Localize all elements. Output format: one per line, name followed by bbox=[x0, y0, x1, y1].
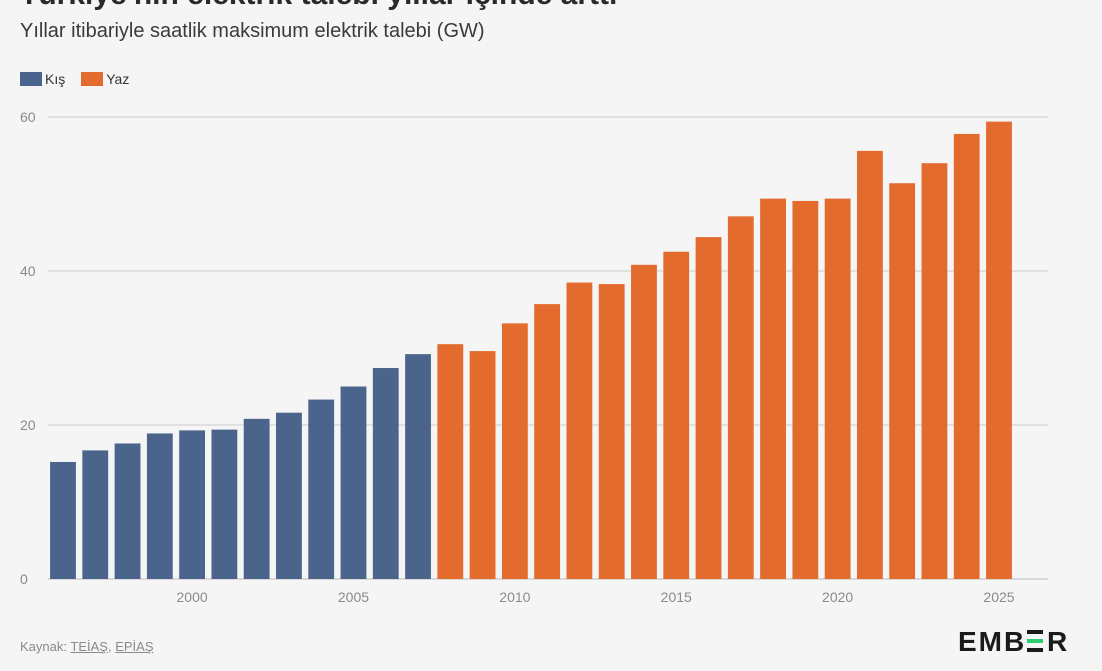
source-link-teias[interactable]: TEİAŞ bbox=[70, 639, 108, 654]
bar-winter-1997 bbox=[82, 450, 109, 579]
bar-summer-2009 bbox=[469, 351, 496, 579]
bar-summer-2020 bbox=[824, 198, 851, 579]
legend-label-summer: Yaz bbox=[106, 71, 130, 87]
bar-summer-2018 bbox=[760, 198, 786, 579]
x-tick-label: 2025 bbox=[983, 589, 1014, 605]
bar-winter-1998 bbox=[114, 443, 141, 579]
bar-summer-2011 bbox=[534, 304, 561, 579]
legend-swatch-winter bbox=[20, 72, 42, 86]
bar-summer-2022 bbox=[889, 183, 916, 579]
bar-summer-2013 bbox=[598, 284, 625, 579]
bar-summer-2015 bbox=[663, 251, 690, 579]
bar-summer-2024 bbox=[953, 133, 980, 579]
bar-winter-2006 bbox=[372, 368, 399, 579]
logo-letter-r: R bbox=[1047, 626, 1067, 657]
y-tick-label: 40 bbox=[20, 263, 36, 279]
legend-item-winter: Kış bbox=[20, 71, 65, 87]
y-tick-label: 60 bbox=[20, 109, 36, 125]
y-tick-label: 20 bbox=[20, 417, 36, 433]
source-separator: , bbox=[107, 639, 112, 654]
bar-summer-2023 bbox=[921, 163, 948, 579]
chart-subtitle: Yıllar itibariyle saatlik maksimum elekt… bbox=[20, 20, 485, 42]
x-tick-label: 2015 bbox=[661, 589, 692, 605]
bar-winter-1999 bbox=[146, 433, 173, 579]
chart-title: Türkiye'nin elektrik talebi yıllar içind… bbox=[20, 0, 617, 12]
logo-e-accent bbox=[1027, 630, 1043, 652]
bar-winter-2004 bbox=[308, 399, 335, 579]
x-axis-ticks: 2000 2005 2010 2015 2020 2025 bbox=[177, 589, 1015, 605]
bar-summer-2025 bbox=[986, 121, 1012, 580]
bar-summer-2012 bbox=[566, 282, 593, 579]
y-axis-ticks: 0 20 40 60 bbox=[20, 109, 36, 587]
ember-logo: EMB R bbox=[958, 626, 1067, 657]
bar-winter-2000 bbox=[179, 430, 206, 579]
bar-summer-2016 bbox=[695, 237, 722, 579]
logo-letters-emb: EMB bbox=[958, 626, 1026, 657]
source-note: Kaynak: TEİAŞ, EPİAŞ bbox=[20, 639, 154, 654]
bar-summer-2010 bbox=[501, 323, 528, 579]
bar-winter-2002 bbox=[243, 418, 270, 579]
x-tick-label: 2005 bbox=[338, 589, 369, 605]
bar-winter-2003 bbox=[276, 412, 302, 579]
legend-swatch-summer bbox=[81, 72, 104, 86]
x-tick-label: 2010 bbox=[499, 589, 530, 605]
source-link-epias[interactable]: EPİAŞ bbox=[115, 639, 154, 654]
bar-winter-1996 bbox=[50, 461, 76, 579]
chart-legend: Kış Yaz bbox=[20, 71, 145, 87]
bar-winter-2007 bbox=[405, 354, 431, 579]
bar-summer-2017 bbox=[727, 216, 754, 579]
bar-summer-2014 bbox=[631, 264, 657, 579]
bar-winter-2005 bbox=[340, 386, 367, 579]
legend-label-winter: Kış bbox=[45, 71, 66, 87]
x-tick-label: 2000 bbox=[177, 589, 208, 605]
bar-summer-2008 bbox=[437, 344, 464, 579]
bars bbox=[50, 121, 1012, 580]
y-tick-label: 0 bbox=[20, 571, 28, 587]
x-tick-label: 2020 bbox=[822, 589, 853, 605]
legend-item-summer: Yaz bbox=[81, 71, 129, 87]
source-prefix: Kaynak: bbox=[20, 639, 67, 654]
bar-summer-2021 bbox=[856, 150, 883, 579]
bar-winter-2001 bbox=[211, 429, 238, 579]
bar-summer-2019 bbox=[792, 200, 819, 579]
